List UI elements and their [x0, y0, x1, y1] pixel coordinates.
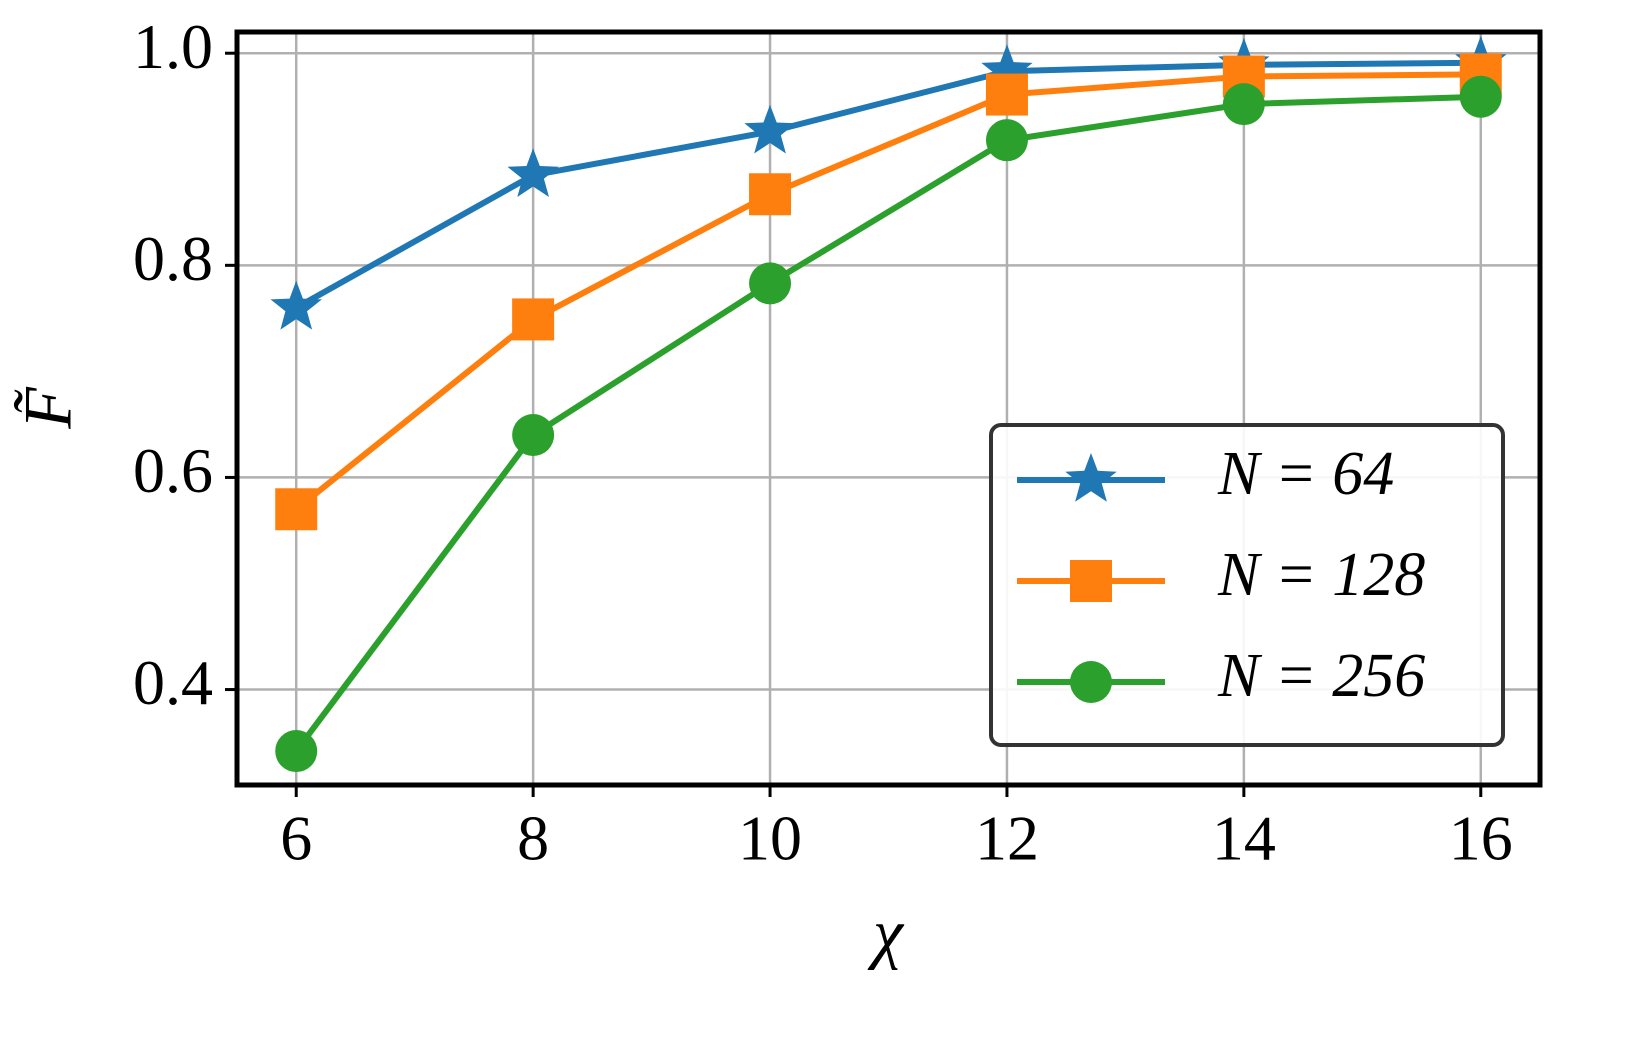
x-tick-label: 8 — [517, 803, 549, 874]
marker — [749, 173, 792, 216]
x-tick-label: 10 — [738, 803, 802, 874]
marker — [749, 262, 792, 305]
series-line — [294, 71, 1481, 512]
legend-label: N = 256 — [1217, 642, 1425, 710]
y-tick-label: 1.0 — [133, 11, 213, 82]
marker — [275, 488, 318, 531]
legend-marker — [1065, 453, 1117, 502]
y-axis-label: F̃ — [10, 386, 86, 430]
legend-label: N = 128 — [1217, 541, 1425, 609]
marker — [985, 119, 1028, 162]
x-axis-label: χ — [867, 895, 905, 971]
x-tick-label: 14 — [1212, 803, 1276, 874]
marker — [985, 73, 1028, 116]
x-tick-label: 16 — [1449, 803, 1513, 874]
marker — [512, 414, 555, 457]
y-tick-label: 0.8 — [133, 223, 213, 294]
marker — [275, 730, 318, 773]
marker — [270, 280, 322, 330]
series-line — [293, 93, 1481, 753]
legend-marker — [1070, 560, 1112, 602]
legend-marker — [1070, 661, 1112, 703]
marker — [1222, 83, 1265, 126]
marker — [744, 104, 796, 154]
legend-box — [989, 423, 1505, 747]
marker — [512, 298, 555, 341]
marker — [1459, 75, 1502, 118]
marker — [981, 44, 1033, 94]
series-line — [294, 59, 1481, 311]
y-tick-label: 0.4 — [133, 647, 213, 718]
x-tick-label: 12 — [975, 803, 1039, 874]
y-tick-label: 0.6 — [133, 435, 213, 506]
marker — [507, 148, 559, 197]
x-tick-label: 6 — [280, 803, 312, 874]
plot-frame — [234, 29, 1543, 788]
legend-label: N = 64 — [1217, 440, 1394, 508]
